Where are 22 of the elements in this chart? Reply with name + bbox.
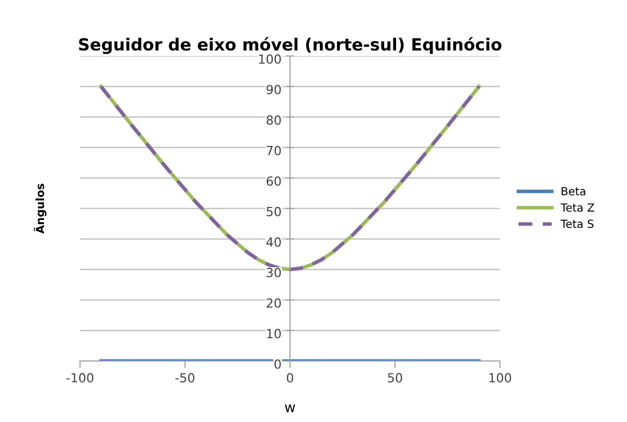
y-tick-label: 50 [266,206,281,216]
legend-label: Teta Z [560,203,594,212]
y-tick-label: 60 [266,176,281,186]
x-tick-label: 50 [388,373,402,382]
y-tick-label: 20 [266,298,281,308]
y-axis-title: Ângulos [34,184,46,234]
x-tick-label: 0 [286,373,294,382]
y-tick-label: 10 [267,328,281,338]
x-tick-label: -100 [66,373,94,382]
y-tick-label: 70 [266,146,281,156]
y-tick-label: 30 [266,268,281,278]
chart-title: Seguidor de eixo móvel (norte-sul) Equinócio [79,37,502,54]
y-tick-label: 90 [266,84,281,94]
x-tick-label: -50 [175,373,194,382]
y-tick-label: 100 [259,54,281,64]
x-tick-label: 100 [489,373,512,382]
legend-label: Teta S [560,220,594,228]
x-axis-title: w [284,404,296,412]
legend-label: Beta [562,187,586,196]
y-tick-label: 40 [266,237,281,247]
y-tick-label: 0 [274,359,281,369]
y-tick-label: 80 [266,115,281,125]
